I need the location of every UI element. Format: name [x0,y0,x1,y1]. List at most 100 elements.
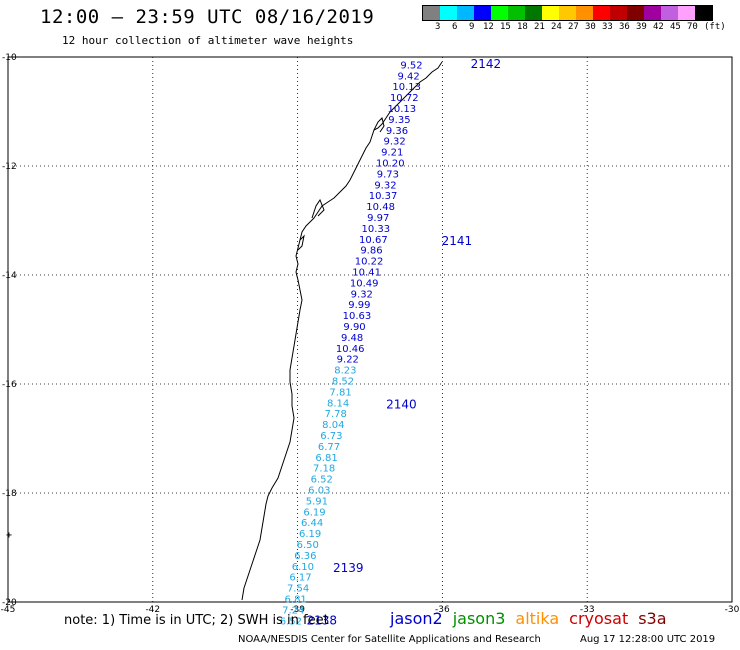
legend-color-scale [422,5,713,21]
map-frame [7,56,733,603]
legend-label: 42 [653,22,664,32]
legend-label: 33 [602,22,613,32]
lon-tick-label: -33 [580,605,595,615]
swh-value-label: 6.17 [289,573,311,584]
swh-value-label: 9.48 [341,333,363,344]
swh-value-label: 10.67 [359,235,388,246]
swh-value-label: 6.52 [311,475,333,486]
lon-tick-label: -42 [145,605,160,615]
legend-swatch [440,6,457,20]
footer-note: note: 1) Time is in UTC; 2) SWH is in fe… [64,613,329,628]
legend-swatch [661,6,678,20]
swh-value-label: 7.24 [282,605,304,616]
swh-value-label: 10.72 [390,93,419,104]
legend-label: 24 [551,22,562,32]
altimeter-track: 9.529.4210.1310.7210.139.359.369.329.211… [280,60,423,627]
credit-line: NOAA/NESDIS Center for Satellite Applica… [238,634,541,645]
swh-value-label: 10.20 [376,159,405,170]
legend-label: 45 [670,22,681,32]
legend-swatch [559,6,576,20]
lon-tick-label: -36 [435,605,450,615]
swh-value-label: 10.22 [355,257,384,268]
swh-value-label: 9.99 [348,300,370,311]
swh-value-label: 8.04 [322,420,344,431]
swh-value-label: 10.33 [361,224,390,235]
legend-label: (ft) [704,22,726,32]
swh-value-label: 6.03 [308,486,330,497]
lon-tick-label: -30 [725,605,740,615]
legend-label: 15 [500,22,511,32]
lon-tick-label: -45 [1,605,16,615]
swh-value-label: 7.54 [287,584,309,595]
swh-value-label: 9.35 [388,115,410,126]
legend-swatch [474,6,491,20]
legend-swatch [457,6,474,20]
swh-value-label: 6.73 [320,431,342,442]
swh-value-label: 10.13 [388,104,417,115]
satellite-name: jason3 [452,609,506,628]
legend-label: 27 [568,22,579,32]
lat-tick-label: -14 [2,271,17,281]
legend-label: 6 [452,22,458,32]
legend-label: 36 [619,22,630,32]
legend-swatch [644,6,661,20]
legend-swatch [508,6,525,20]
lon-tick-label: -39 [290,605,305,615]
swh-value-label: 9.32 [383,137,405,148]
satellite-name: altika [515,609,560,628]
swh-value-label: 6.36 [294,551,316,562]
swh-value-label: 6.81 [315,453,337,464]
pass-number-label: 2138 [306,613,337,627]
swh-value-label: 8.14 [327,398,349,409]
legend-swatch [678,6,695,20]
coastline-bay [297,117,385,251]
swh-value-label: 6.52 [280,616,302,627]
pass-number-label: 2142 [471,57,502,71]
coastline [241,61,443,601]
swh-value-label: 9.52 [400,60,422,71]
satellite-name: jason2 [390,609,443,628]
legend-label: 21 [534,22,545,32]
legend-swatch [525,6,542,20]
pass-number-label: 2139 [333,561,364,575]
pass-number-label: 2141 [442,234,473,248]
left-edge-marker: + [6,530,12,541]
swh-value-label: 9.22 [337,355,359,366]
swh-value-label: 7.81 [329,387,351,398]
axis-ticks: -45 -42 -39 -36 -33 -30 -10 -12 -14 -16 -18 -20 [1,53,740,615]
swh-value-label: 9.42 [397,71,419,82]
legend-label: 39 [636,22,647,32]
generation-timestamp: Aug 17 12:28:00 UTC 2019 [580,634,716,645]
swh-value-label: 6.50 [297,540,319,551]
swh-value-label: 5.91 [306,496,328,507]
swh-value-label: 10.49 [350,278,379,289]
swh-value-label: 6.77 [318,442,340,453]
swh-value-label: 7.18 [313,464,335,475]
swh-value-label: 10.41 [352,268,381,279]
swh-value-label: 6.19 [303,507,325,518]
swh-value-label: 9.32 [374,180,396,191]
legend-swatch [593,6,610,20]
swh-value-label: 10.13 [392,82,421,93]
legend-swatch [491,6,508,20]
swh-value-label: 9.32 [351,289,373,300]
legend-swatch [695,6,712,20]
map-subtitle: 12 hour collection of altimeter wave hei… [62,34,354,47]
graticule [8,57,732,602]
swh-value-label: 10.46 [336,344,365,355]
swh-value-label: 9.21 [381,148,403,159]
satellite-name: s3a [638,609,667,628]
legend-label: 12 [483,22,494,32]
swh-value-label: 6.19 [299,529,321,540]
swh-value-label: 6.44 [301,518,323,529]
swh-value-label: 10.63 [343,311,372,322]
swh-value-label: 6.10 [292,562,314,573]
map-title: 12:00 – 23:59 UTC 08/16/2019 [40,6,375,28]
swh-value-label: 9.97 [367,213,389,224]
legend-label: 70 [687,22,698,32]
legend-swatch [542,6,559,20]
swh-value-label: 9.36 [386,126,408,137]
satellite-name: cryosat [569,609,629,628]
lat-tick-label: -20 [2,598,17,608]
